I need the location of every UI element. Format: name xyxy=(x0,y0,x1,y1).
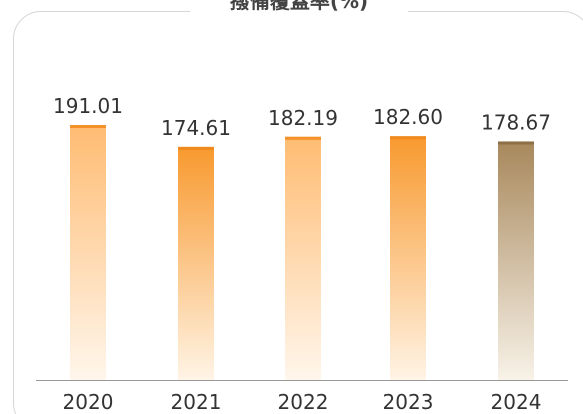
x-tick-label-2021: 2021 xyxy=(171,390,222,414)
value-label-2023: 182.60 xyxy=(373,105,443,129)
chart-title: 撥備覆蓋率(%) xyxy=(229,0,369,13)
x-tick-labels-group: 2020 2021 2022 2023 2024 xyxy=(63,390,542,414)
bar-cap-2021 xyxy=(178,146,214,150)
value-label-2021: 174.61 xyxy=(161,116,231,140)
value-label-2020: 191.01 xyxy=(53,94,123,118)
bar-2020 xyxy=(70,125,106,380)
value-label-2024: 178.67 xyxy=(481,110,551,134)
bar-2024 xyxy=(498,141,534,380)
bar-cap-2023 xyxy=(390,136,426,140)
bar-cap-2024 xyxy=(498,141,534,145)
bar-2022 xyxy=(285,136,321,380)
x-tick-label-2023: 2023 xyxy=(383,390,434,414)
value-labels-group: 191.01 174.61 182.19 182.60 178.67 xyxy=(53,94,551,140)
x-tick-label-2020: 2020 xyxy=(63,390,114,414)
x-tick-label-2022: 2022 xyxy=(278,390,329,414)
bar-cap-2022 xyxy=(285,136,321,140)
x-tick-label-2024: 2024 xyxy=(491,390,542,414)
bars-group xyxy=(70,125,534,380)
bar-cap-2020 xyxy=(70,125,106,128)
value-label-2022: 182.19 xyxy=(268,106,338,130)
bar-2023 xyxy=(390,136,426,380)
bar-2021 xyxy=(178,146,214,380)
title-background xyxy=(190,0,408,22)
